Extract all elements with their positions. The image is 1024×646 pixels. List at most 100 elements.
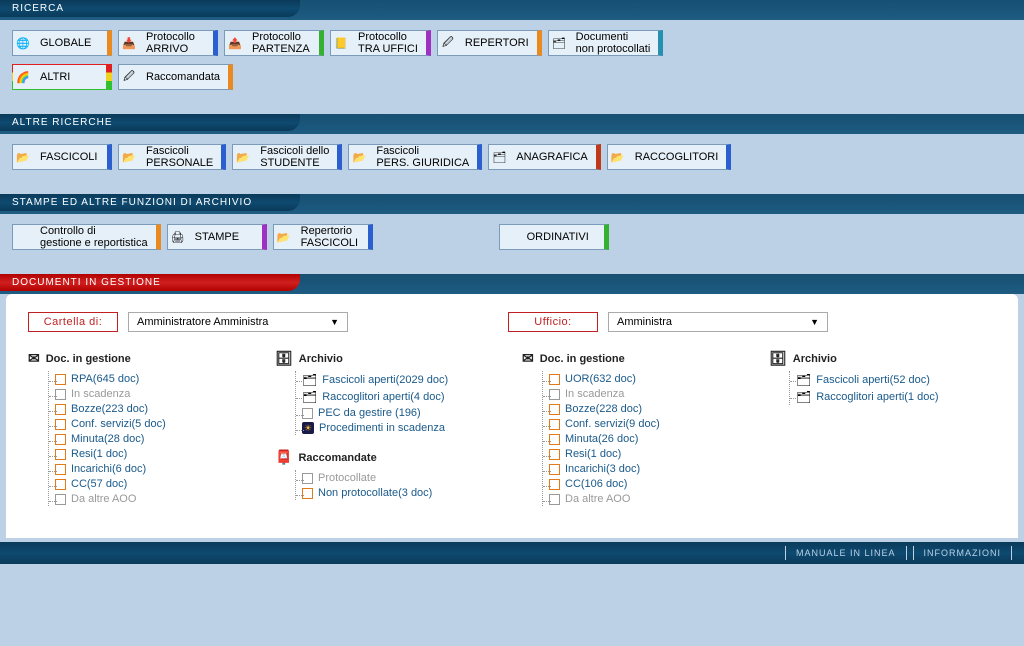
button-stampe[interactable]: 🖨STAMPE	[167, 224, 267, 250]
tree-item-label: PEC da gestire (196)	[318, 407, 421, 419]
checkbox-icon	[55, 389, 66, 400]
archivio-left-head: 🗄 Archivio	[275, 350, 502, 367]
tree-item[interactable]: Minuta(26 doc)	[543, 431, 749, 446]
tree-item[interactable]: Incarichi(3 doc)	[543, 461, 749, 476]
ui-icon: 📂	[273, 226, 295, 248]
tree-item[interactable]: In scadenza	[49, 386, 255, 401]
button-altri[interactable]: 🌈ALTRI	[12, 64, 112, 90]
ui-icon: 📂	[12, 146, 34, 168]
tree-item[interactable]: Da altre AOO	[543, 491, 749, 506]
cartella-dropdown[interactable]: Amministratore Amministra ▼	[128, 312, 348, 332]
checkbox-icon	[549, 404, 560, 415]
button-raccoglitori[interactable]: 📂RACCOGLITORI	[607, 144, 732, 170]
ui-icon: 🌈	[12, 66, 34, 88]
manuale-link[interactable]: MANUALE IN LINEA	[785, 546, 907, 560]
tree-item[interactable]: Incarichi(6 doc)	[49, 461, 255, 476]
checkbox-icon	[549, 374, 560, 385]
tree-item[interactable]: Conf. servizi(9 doc)	[543, 416, 749, 431]
tree-item[interactable]: PEC da gestire (196)	[296, 405, 502, 420]
stampe-row: Controllo di gestione e reportistica🖨STA…	[12, 224, 1012, 250]
tree-item-label: CC(57 doc)	[71, 478, 127, 490]
tree-item[interactable]: 🗂Fascicoli aperti(52 doc)	[790, 371, 996, 388]
tree-item-label: Da altre AOO	[565, 493, 630, 505]
tree-item-label: Minuta(26 doc)	[565, 433, 638, 445]
button-raccomandata[interactable]: 🖉Raccomandata	[118, 64, 233, 90]
ui-icon: 🗂	[488, 146, 510, 168]
checkbox-icon	[302, 473, 313, 484]
ui-icon: 📤	[224, 32, 246, 54]
checkbox-icon	[55, 434, 66, 445]
tree-item[interactable]: Bozze(228 doc)	[543, 401, 749, 416]
button-anagrafica[interactable]: 🗂ANAGRAFICA	[488, 144, 601, 170]
tree-item[interactable]: Non protocollate(3 doc)	[296, 485, 502, 500]
button-label: Fascicoli PERS. GIURIDICA	[376, 145, 469, 169]
tree-item[interactable]: 🗂Raccoglitori aperti(4 doc)	[296, 388, 502, 405]
section-header-ricerca: RICERCA	[0, 0, 300, 17]
ui-icon: 📂	[232, 146, 254, 168]
archivio-left-items: 🗂Fascicoli aperti(2029 doc)🗂Raccoglitori…	[295, 371, 502, 435]
ui-icon: 🗂	[548, 32, 570, 54]
ui-icon: 📂	[348, 146, 370, 168]
tree-item[interactable]: Protocollate	[296, 470, 502, 485]
button-ordinativi[interactable]: ORDINATIVI	[499, 224, 609, 250]
button-repertorio-fascicoli[interactable]: 📂Repertorio FASCICOLI	[273, 224, 373, 250]
button-fascicoli-dello-studente[interactable]: 📂Fascicoli dello STUDENTE	[232, 144, 342, 170]
button-label: STAMPE	[195, 231, 239, 243]
tree-item[interactable]: CC(57 doc)	[49, 476, 255, 491]
cartella-value: Amministratore Amministra	[137, 316, 268, 328]
tree-item[interactable]: 🗂Fascicoli aperti(2029 doc)	[296, 371, 502, 388]
doc-gestione-right-items: UOR(632 doc) In scadenzaBozze(228 doc)Con…	[542, 371, 749, 506]
tree-item-label: Procedimenti in scadenza	[319, 422, 445, 434]
caret-icon: ▼	[810, 317, 819, 327]
button-protocollo-arrivo[interactable]: 📥Protocollo ARRIVO	[118, 30, 218, 56]
informazioni-link[interactable]: INFORMAZIONI	[913, 546, 1013, 560]
tree-item-label: In scadenza	[565, 388, 624, 400]
deadline-icon: ☀	[302, 422, 314, 434]
button-repertori[interactable]: 🖉REPERTORI	[437, 30, 542, 56]
button-fascicoli-personale[interactable]: 📂Fascicoli PERSONALE	[118, 144, 226, 170]
checkbox-icon	[55, 374, 66, 385]
button-fascicoli[interactable]: 📂FASCICOLI	[12, 144, 112, 170]
tree-item[interactable]: RPA(645 doc)	[49, 371, 255, 386]
tree-item[interactable]: CC(106 doc)	[543, 476, 749, 491]
ui-icon: 📒	[330, 32, 352, 54]
tree-item[interactable]: Resi(1 doc)	[543, 446, 749, 461]
archivio-right-items: 🗂Fascicoli aperti(52 doc)🗂Raccoglitori a…	[789, 371, 996, 405]
tree-item[interactable]: Resi(1 doc)	[49, 446, 255, 461]
checkbox-icon	[549, 389, 560, 400]
button-fascicoli-pers-giuridica[interactable]: 📂 Fascicoli PERS. GIURIDICA	[348, 144, 482, 170]
section-header-altre-ricerche: ALTRE RICERCHE	[0, 114, 300, 131]
button-label: GLOBALE	[40, 37, 91, 49]
button-documenti-non-protocollati[interactable]: 🗂 Documenti non protocollati	[548, 30, 664, 56]
checkbox-icon	[549, 464, 560, 475]
tree-item-label: UOR(632 doc)	[565, 373, 636, 385]
tree-item-label: Fascicoli aperti(2029 doc)	[322, 374, 448, 386]
section-header-documenti: DOCUMENTI IN GESTIONE	[0, 274, 300, 291]
tree-item-label: Non protocollate(3 doc)	[318, 487, 432, 499]
button-protocollo-partenza[interactable]: 📤 Protocollo PARTENZA	[224, 30, 324, 56]
ui-icon: 🖉	[118, 66, 140, 88]
stamp-icon: 📮	[275, 449, 292, 466]
tree-item[interactable]: 🗂Raccoglitori aperti(1 doc)	[790, 388, 996, 405]
tree-item[interactable]: Bozze(223 doc)	[49, 401, 255, 416]
button-controllo-di-gestione-e-reportistica[interactable]: Controllo di gestione e reportistica	[12, 224, 161, 250]
button-label: Documenti non protocollati	[576, 31, 651, 55]
ui-icon: 📂	[607, 146, 629, 168]
button-label: REPERTORI	[465, 37, 529, 49]
button-label: Protocollo PARTENZA	[252, 31, 310, 55]
ui-icon: 📂	[118, 146, 140, 168]
tree-item[interactable]: Da altre AOO	[49, 491, 255, 506]
tree-item[interactable]: Minuta(28 doc)	[49, 431, 255, 446]
tree-item[interactable]: Conf. servizi(5 doc)	[49, 416, 255, 431]
button-globale[interactable]: 🌐GLOBALE	[12, 30, 112, 56]
button-protocollo-tra-uffici[interactable]: 📒Protocollo TRA UFFICI	[330, 30, 431, 56]
tree-item[interactable]: In scadenza	[543, 386, 749, 401]
tree-item[interactable]: UOR(632 doc)	[543, 371, 749, 386]
tree-item-label: Minuta(28 doc)	[71, 433, 144, 445]
tree-item[interactable]: ☀ Procedimenti in scadenza	[296, 420, 502, 435]
folder-icon: 🗂	[302, 390, 317, 404]
tree-item-label: Fascicoli aperti(52 doc)	[816, 374, 930, 386]
tree-item-label: Da altre AOO	[71, 493, 136, 505]
checkbox-icon	[55, 494, 66, 505]
ufficio-dropdown[interactable]: Amministra ▼	[608, 312, 828, 332]
